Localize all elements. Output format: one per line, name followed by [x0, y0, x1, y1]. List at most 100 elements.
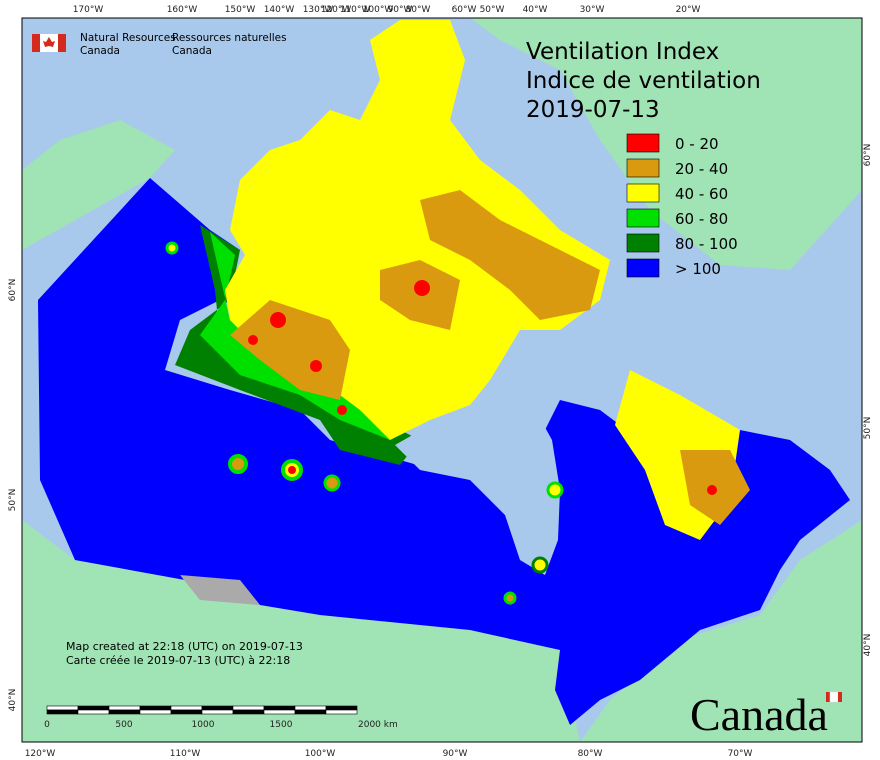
- graticule-label: 80°W: [406, 5, 431, 15]
- no-data: [180, 575, 260, 605]
- graticule-label: 50°W: [480, 5, 505, 15]
- scale-label: 500: [115, 720, 132, 730]
- graticule-label: 120°W: [25, 749, 56, 759]
- hotspot: [337, 405, 347, 415]
- wordmark-flag: [829, 691, 839, 703]
- graticule-label: 120°W: [321, 5, 352, 15]
- agency-fr: Ressources naturelles: [172, 32, 287, 44]
- graticule-label: 50°N: [8, 489, 18, 512]
- legend-label: 40 - 60: [675, 185, 728, 203]
- scale-segment: [139, 705, 172, 711]
- hotspot: [323, 474, 341, 492]
- graticule-label: 60°N: [8, 279, 18, 302]
- wordmark: Canada: [690, 689, 828, 740]
- scale-segment: [201, 709, 234, 715]
- graticule-label: 110°W: [170, 749, 201, 759]
- scale-segment: [108, 709, 141, 715]
- scale-label: 1500: [270, 720, 293, 730]
- graticule-label: 90°W: [443, 749, 468, 759]
- hudson-bay: [395, 378, 560, 575]
- alaska: [22, 120, 175, 250]
- graticule: 170°W 160°W 150°W 140°W 130°W120°W110°W100°W…: [8, 5, 873, 759]
- graticule-label: 160°W: [167, 5, 198, 15]
- orange-west: [230, 300, 350, 400]
- date: 2019-07-13: [526, 97, 660, 123]
- graticule-label: 100°W: [305, 749, 336, 759]
- agency-en: Canada: [80, 45, 120, 57]
- hotspot: [531, 556, 549, 574]
- flag-leaf: [43, 37, 55, 47]
- legend-label: 60 - 80: [675, 210, 728, 228]
- scale-label: 1000: [192, 720, 215, 730]
- hotspot: [546, 481, 564, 499]
- legend-swatch: [626, 233, 660, 253]
- greenland: [470, 18, 862, 270]
- scale-segment: [325, 709, 358, 715]
- scale-segment: [139, 709, 172, 715]
- usa-east: [580, 520, 862, 742]
- usa: [22, 520, 580, 742]
- scale-segment: [232, 709, 265, 715]
- graticule-label: 60°N: [863, 144, 873, 167]
- scale-segment: [77, 709, 110, 715]
- legend-label: 80 - 100: [675, 235, 738, 253]
- graticule-label: 60°W: [452, 5, 477, 15]
- credit: Carte créée le 2019-07-13 (UTC) à 22:18: [66, 654, 290, 667]
- scale-segment: [232, 705, 265, 711]
- graticule-label: 40°W: [523, 5, 548, 15]
- scale-label: 2000 km: [358, 720, 398, 730]
- orange-baffin: [420, 190, 600, 320]
- hotspot: [707, 485, 717, 495]
- graticule-label: 30°W: [580, 5, 605, 15]
- flag-band: [58, 34, 66, 52]
- scale-segment: [170, 709, 203, 715]
- graticule-label: 50°N: [863, 417, 873, 440]
- agency-en: Natural Resources: [80, 32, 176, 44]
- hotspot: [270, 312, 286, 328]
- hotspot: [165, 241, 179, 255]
- graticule-label: 130°W: [303, 5, 334, 15]
- hotspot: [310, 360, 322, 372]
- scale-segment: [263, 705, 296, 711]
- flag-band: [32, 34, 40, 52]
- scale-segment: [294, 709, 327, 715]
- graticule-label: 140°W: [264, 5, 295, 15]
- title: Ventilation Index: [526, 39, 719, 65]
- hotspot: [228, 454, 248, 474]
- scale-segment: [201, 705, 234, 711]
- legend-swatch: [626, 183, 660, 203]
- graticule-label: 40°N: [8, 689, 18, 712]
- graticule-label: 100°W: [363, 5, 394, 15]
- graticule-label: 70°W: [728, 749, 753, 759]
- legend-swatch: [626, 258, 660, 278]
- graticule-label: 90°W: [388, 5, 413, 15]
- legend-swatch: [626, 208, 660, 228]
- legend-label: 20 - 40: [675, 160, 728, 178]
- scale-segment: [46, 705, 79, 711]
- scale-segment: [108, 705, 141, 711]
- hotspot: [288, 466, 296, 474]
- scale-bar: 0 500 1000 1500 2000 km: [44, 705, 398, 730]
- graticule-label: 20°W: [676, 5, 701, 15]
- graticule-label: 80°W: [578, 749, 603, 759]
- graticule-label: 150°W: [225, 5, 256, 15]
- legend-swatch: [626, 158, 660, 178]
- legend-label: > 100: [675, 260, 721, 278]
- scale-segment: [263, 709, 296, 715]
- scale-segment: [46, 709, 79, 715]
- scale-segment: [294, 705, 327, 711]
- hotspot: [503, 591, 517, 605]
- agency-fr: Canada: [172, 45, 212, 57]
- credit: Map created at 22:18 (UTC) on 2019-07-13: [66, 640, 303, 653]
- frame: [21, 17, 863, 743]
- scale-label: 0: [44, 720, 50, 730]
- scale-segment: [170, 705, 203, 711]
- scale-segment: [325, 705, 358, 711]
- hotspot: [248, 335, 258, 345]
- graticule-label: 40°N: [863, 634, 873, 657]
- title: Indice de ventilation: [526, 68, 761, 94]
- scale-segment: [77, 705, 110, 711]
- legend-label: 0 - 20: [675, 135, 719, 153]
- hotspot: [414, 280, 430, 296]
